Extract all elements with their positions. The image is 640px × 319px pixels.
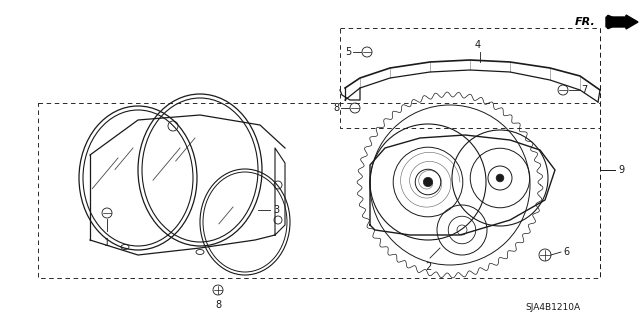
Text: 9: 9 <box>618 165 624 175</box>
Text: 1: 1 <box>104 238 110 248</box>
FancyArrow shape <box>606 15 638 29</box>
Circle shape <box>496 174 504 182</box>
Text: FR.: FR. <box>575 17 596 27</box>
Text: SJA4B1210A: SJA4B1210A <box>525 303 580 312</box>
Text: 7: 7 <box>581 85 588 95</box>
Text: 5: 5 <box>345 47 351 57</box>
Text: 3: 3 <box>273 205 279 215</box>
Text: 6: 6 <box>563 247 569 257</box>
Text: 8: 8 <box>333 103 339 113</box>
Circle shape <box>424 177 433 187</box>
Text: 8: 8 <box>215 300 221 310</box>
Text: 4: 4 <box>475 40 481 50</box>
Text: 2: 2 <box>425 262 431 272</box>
